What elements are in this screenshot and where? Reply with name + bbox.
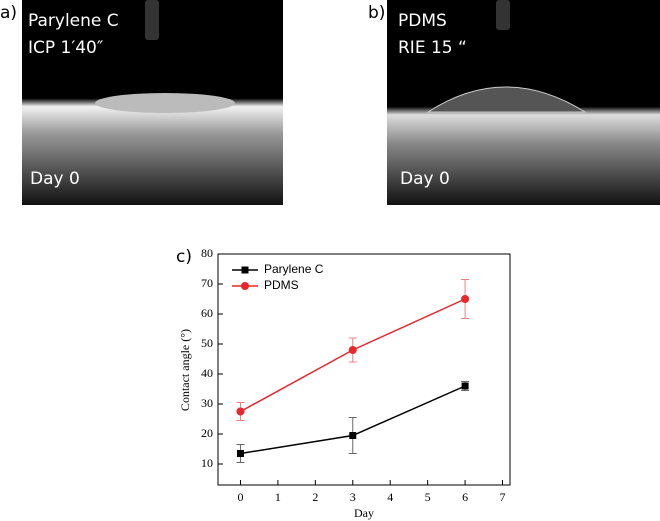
droplet [426, 86, 587, 113]
x-tick-label: 6 [462, 490, 468, 504]
marker [236, 407, 245, 416]
photo-text: ICP 1′40″ [28, 38, 103, 58]
droplet [95, 93, 235, 113]
panel-label: c) [176, 247, 192, 267]
photo-text: RIE 15 “ [398, 38, 467, 58]
legend-label: Parylene C [264, 262, 324, 276]
marker [236, 450, 244, 457]
panel-label: a) [0, 3, 17, 23]
legend-marker [241, 266, 249, 274]
photo-text: PDMS [398, 11, 447, 31]
marker [461, 295, 470, 303]
x-tick-label: 0 [237, 490, 243, 504]
y-tick-label: 50 [201, 336, 213, 350]
x-tick-label: 2 [312, 490, 318, 504]
legend-label: PDMS [264, 278, 299, 292]
x-tick-label: 7 [500, 490, 506, 504]
legend-marker [241, 282, 249, 290]
y-tick-label: 80 [201, 246, 213, 260]
needle [496, 0, 510, 30]
x-tick-label: 1 [275, 490, 281, 504]
panel-label: b) [368, 3, 385, 23]
y-axis-label: Contact angle (°) [178, 329, 192, 411]
y-tick-label: 70 [201, 276, 213, 290]
photo-text: Parylene C [28, 11, 119, 31]
y-tick-label: 40 [201, 366, 213, 380]
plot-frame [217, 253, 511, 486]
marker [349, 432, 357, 439]
marker [348, 346, 357, 354]
x-axis-label: Day [354, 506, 374, 520]
marker [461, 382, 469, 390]
photo-caption: Day 0 [30, 169, 80, 189]
x-tick-label: 4 [387, 490, 393, 504]
y-tick-label: 10 [201, 456, 213, 470]
photo-caption: Day 0 [400, 169, 450, 189]
needle [145, 0, 159, 40]
x-tick-label: 5 [425, 490, 431, 504]
x-tick-label: 3 [350, 490, 356, 504]
y-tick-label: 60 [201, 306, 213, 320]
y-tick-label: 30 [201, 396, 213, 410]
y-tick-label: 20 [201, 426, 213, 440]
